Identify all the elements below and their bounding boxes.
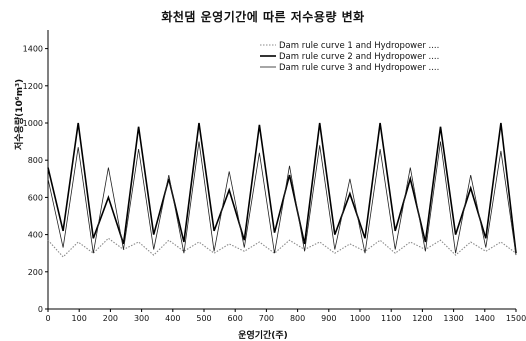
x-tick-label: 0	[45, 314, 50, 323]
x-tick-label: 100	[72, 314, 87, 323]
y-tick-label: 600	[28, 193, 43, 202]
legend-label-3: Dam rule curve 3 and Hydropower ....	[279, 63, 439, 73]
x-tick-label: 300	[134, 314, 149, 323]
x-tick-label: 700	[259, 314, 274, 323]
legend-label-2: Dam rule curve 2 and Hydropower ....	[279, 52, 439, 62]
y-tick-label: 800	[28, 156, 43, 165]
x-tick-label: 1200	[412, 314, 432, 323]
x-tick-label: 800	[290, 314, 305, 323]
y-tick-label: 400	[28, 231, 43, 240]
x-tick-label: 200	[103, 314, 118, 323]
y-tick-label: 1000	[23, 119, 43, 128]
series-line-2	[47, 122, 517, 254]
x-tick-label: 1300	[443, 314, 463, 323]
x-tick-label: 600	[228, 314, 243, 323]
y-tick-label: 1200	[23, 82, 43, 91]
x-tick-label: 1000	[350, 314, 370, 323]
legend-label-1: Dam rule curve 1 and Hydropower ....	[279, 41, 439, 51]
x-tick-label: 1100	[381, 314, 401, 323]
series-line-3	[47, 141, 517, 256]
x-tick-label: 400	[165, 314, 180, 323]
x-axis-label: 운영기간(주)	[238, 331, 288, 341]
y-tick-label: 1400	[23, 45, 43, 54]
series-line-1	[47, 237, 517, 258]
x-tick-label: 1500	[506, 314, 526, 323]
x-tick-label: 500	[196, 314, 211, 323]
y-tick-label: 0	[38, 305, 43, 314]
y-tick-label: 200	[28, 268, 43, 277]
chart-title: 화천댐 운영기간에 따른 저수용량 변화	[161, 10, 365, 24]
x-tick-label: 1400	[475, 314, 495, 323]
x-tick-label: 900	[321, 314, 336, 323]
